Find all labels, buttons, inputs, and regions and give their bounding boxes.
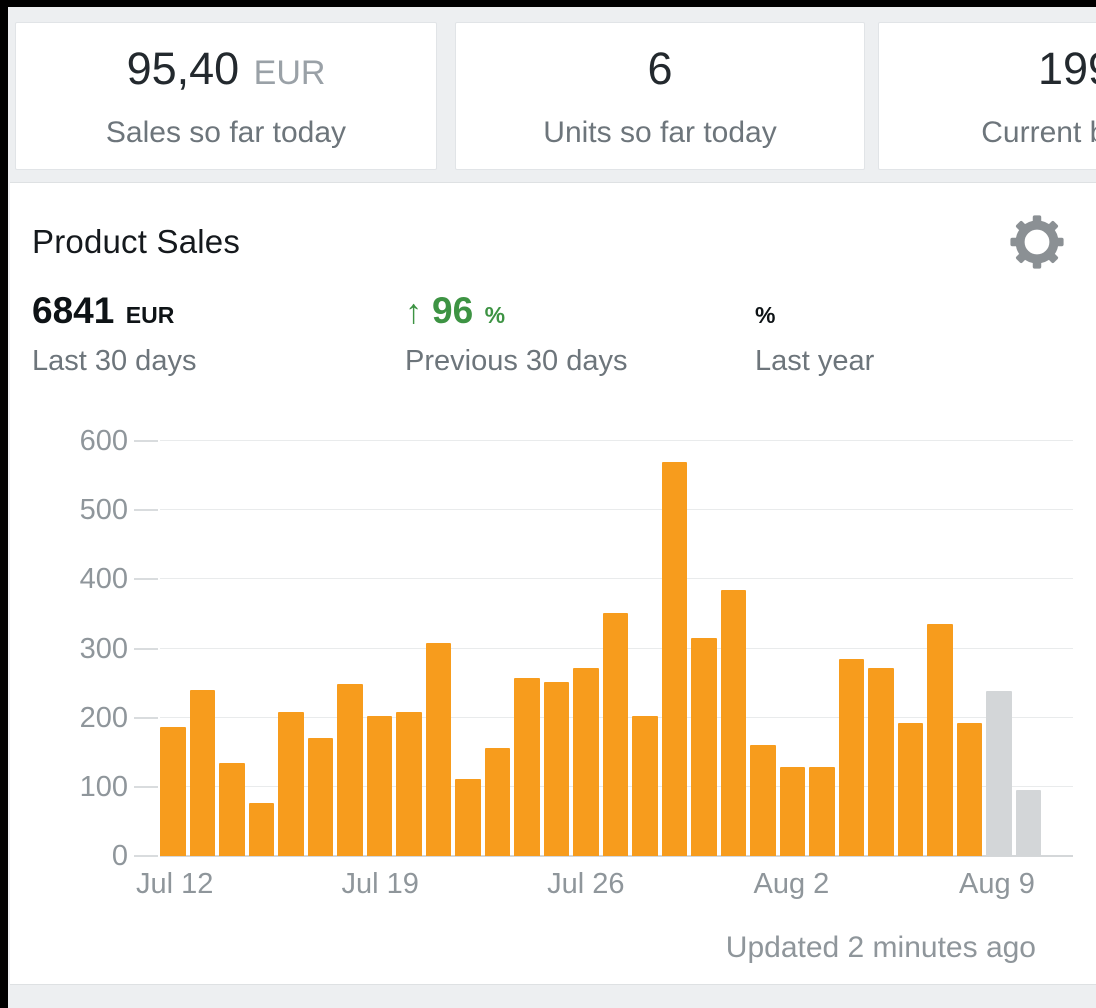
bar bbox=[632, 716, 658, 856]
sales-today-unit: EUR bbox=[253, 53, 326, 92]
y-tick bbox=[134, 440, 158, 442]
bar bbox=[897, 723, 923, 856]
bar bbox=[986, 691, 1012, 856]
gridline bbox=[160, 855, 1073, 857]
bars-row bbox=[160, 441, 1041, 856]
bar bbox=[809, 767, 835, 856]
bar bbox=[484, 748, 510, 856]
stat-last-year[interactable]: % Last year bbox=[755, 291, 874, 378]
bar bbox=[189, 690, 215, 856]
y-axis-label: 600 bbox=[79, 425, 128, 457]
card-value-line: 1993 bbox=[1038, 43, 1096, 106]
previous-30-days-label: Previous 30 days bbox=[405, 345, 628, 377]
bar bbox=[956, 723, 982, 856]
x-axis-label: Jul 12 bbox=[135, 868, 214, 900]
bar bbox=[691, 638, 717, 856]
settings-button[interactable] bbox=[1008, 213, 1066, 271]
bar bbox=[838, 658, 864, 856]
x-axis-label: Aug 2 bbox=[753, 868, 830, 900]
y-tick bbox=[134, 578, 158, 581]
last-30-days-unit: EUR bbox=[125, 302, 175, 328]
bar bbox=[160, 726, 186, 856]
y-axis-label: 400 bbox=[79, 563, 128, 596]
y-tick bbox=[134, 785, 158, 788]
bar bbox=[514, 678, 540, 856]
card-units-today[interactable]: 6 Units so far today bbox=[455, 22, 865, 170]
stat-value-line: ↑ 96 % bbox=[405, 290, 627, 332]
y-axis-label: 100 bbox=[79, 770, 128, 803]
last-30-days-label: Last 30 days bbox=[32, 345, 197, 377]
bar bbox=[602, 612, 628, 856]
stat-value-line: % bbox=[755, 291, 874, 331]
product-sales-panel: Product Sales bbox=[10, 182, 1096, 985]
card-value-line: 95,40 EUR bbox=[127, 43, 326, 106]
y-tick bbox=[134, 716, 158, 719]
bar bbox=[248, 802, 274, 856]
panel-title: Product Sales bbox=[32, 223, 241, 260]
bar bbox=[1015, 789, 1041, 856]
last-30-days-value: 6841 bbox=[32, 290, 115, 331]
card-value-line: 6 bbox=[647, 43, 672, 106]
previous-30-days-unit: % bbox=[484, 302, 506, 328]
last-year-label: Last year bbox=[755, 345, 875, 377]
x-axis-label: Jul 26 bbox=[547, 868, 625, 900]
plot-area: 0 100 200 300 400 500 600 Jul 12 Jul 19 Jul 26 Au… bbox=[80, 426, 1073, 900]
current-balance-label: Current balance bbox=[981, 115, 1096, 149]
bar bbox=[396, 712, 422, 856]
gridline bbox=[160, 509, 1073, 511]
units-today-value: 6 bbox=[647, 42, 673, 94]
y-axis-label: 300 bbox=[79, 632, 128, 665]
y-tick bbox=[134, 509, 158, 512]
bar bbox=[425, 642, 451, 856]
bar bbox=[219, 762, 245, 856]
y-axis-label: 500 bbox=[79, 494, 128, 527]
last-year-unit: % bbox=[755, 302, 776, 328]
bar bbox=[278, 712, 304, 856]
bar bbox=[337, 684, 363, 856]
bar bbox=[366, 715, 392, 856]
y-tick bbox=[134, 855, 158, 857]
y-tick bbox=[134, 647, 158, 650]
bar bbox=[573, 667, 599, 856]
card-sales-today[interactable]: 95,40 EUR Sales so far today bbox=[15, 22, 437, 170]
bar bbox=[720, 590, 746, 856]
gridline bbox=[160, 578, 1073, 580]
bar bbox=[779, 767, 805, 856]
gear-icon bbox=[1008, 215, 1066, 274]
stat-last-30-days[interactable]: 6841 EUR Last 30 days bbox=[32, 291, 196, 378]
sales-today-label: Sales so far today bbox=[105, 115, 347, 149]
stat-value-line: 6841 EUR bbox=[32, 291, 196, 331]
units-today-label: Units so far today bbox=[543, 115, 777, 149]
previous-30-days-value: 96 bbox=[432, 290, 474, 331]
bar bbox=[927, 624, 953, 856]
gridline bbox=[160, 440, 1073, 441]
x-axis-label: Aug 9 bbox=[959, 868, 1035, 900]
app-content: 95,40 EUR Sales so far today 6 Units so … bbox=[8, 7, 1096, 1008]
summary-cards-row: 95,40 EUR Sales so far today 6 Units so … bbox=[8, 22, 1096, 170]
bar bbox=[307, 738, 333, 856]
y-axis-label: 0 bbox=[111, 840, 128, 872]
bar bbox=[750, 744, 776, 856]
updated-timestamp: Updated 2 minutes ago bbox=[725, 931, 1036, 964]
x-axis-label: Jul 19 bbox=[341, 868, 419, 900]
stat-previous-30-days[interactable]: ↑ 96 % Previous 30 days bbox=[405, 291, 627, 378]
x-axis: Jul 12 Jul 19 Jul 26 Aug 2 Aug 9 bbox=[136, 856, 1041, 900]
bar bbox=[455, 778, 481, 856]
y-axis-label: 200 bbox=[79, 701, 128, 734]
bar bbox=[661, 461, 687, 856]
arrow-up-icon: ↑ bbox=[405, 293, 422, 331]
current-balance-value: 1993 bbox=[1037, 42, 1096, 94]
sales-today-value: 95,40 bbox=[126, 42, 240, 94]
bar bbox=[543, 681, 569, 856]
bar bbox=[868, 667, 894, 856]
card-current-balance[interactable]: 1993 Current balance bbox=[878, 22, 1096, 170]
